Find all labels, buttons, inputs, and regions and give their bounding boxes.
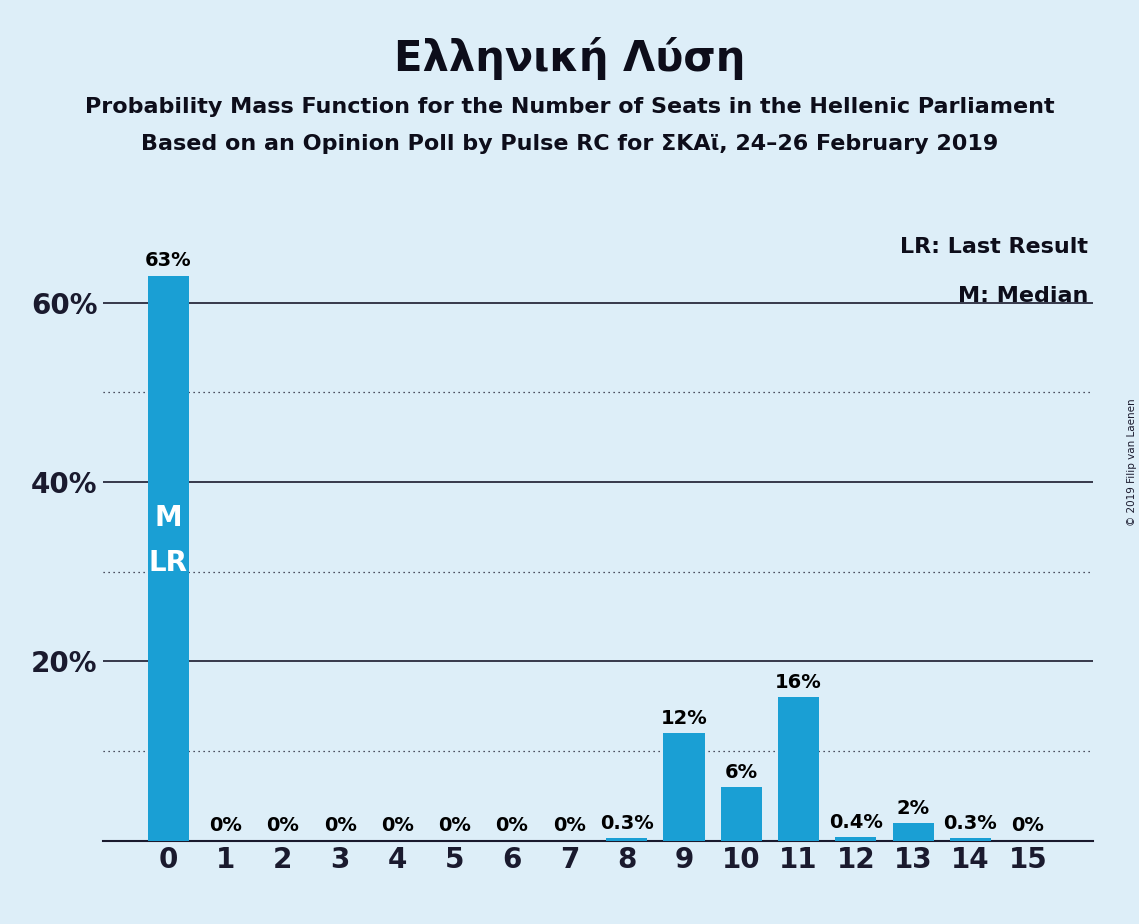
Bar [663, 734, 705, 841]
Text: M: M [155, 504, 182, 532]
Text: 63%: 63% [145, 251, 191, 271]
Text: LR: Last Result: LR: Last Result [901, 237, 1089, 257]
Text: M: Median: M: Median [958, 286, 1089, 306]
Text: Based on an Opinion Poll by Pulse RC for ΣΚΑϊ, 24–26 February 2019: Based on an Opinion Poll by Pulse RC for… [141, 134, 998, 154]
Text: 0%: 0% [552, 817, 585, 835]
Bar [778, 698, 819, 841]
Text: 0%: 0% [380, 817, 413, 835]
Text: 6%: 6% [724, 762, 757, 782]
Text: 0%: 0% [267, 817, 300, 835]
Text: 0%: 0% [1011, 817, 1044, 835]
Bar [950, 838, 991, 841]
Text: LR: LR [149, 549, 188, 577]
Text: 0%: 0% [210, 817, 241, 835]
Bar [606, 838, 647, 841]
Text: 16%: 16% [776, 673, 822, 692]
Bar [148, 276, 189, 841]
Text: © 2019 Filip van Laenen: © 2019 Filip van Laenen [1126, 398, 1137, 526]
Text: 2%: 2% [896, 798, 929, 818]
Text: 0.4%: 0.4% [829, 813, 883, 832]
Bar [721, 787, 762, 841]
Text: 12%: 12% [661, 709, 707, 728]
Bar [893, 823, 934, 841]
Text: 0%: 0% [495, 817, 528, 835]
Bar [835, 837, 877, 841]
Text: 0.3%: 0.3% [943, 814, 998, 833]
Text: Probability Mass Function for the Number of Seats in the Hellenic Parliament: Probability Mass Function for the Number… [84, 97, 1055, 117]
Text: 0.3%: 0.3% [600, 814, 654, 833]
Text: 0%: 0% [439, 817, 472, 835]
Text: 0%: 0% [323, 817, 357, 835]
Text: Ελληνική Λύση: Ελληνική Λύση [394, 37, 745, 80]
